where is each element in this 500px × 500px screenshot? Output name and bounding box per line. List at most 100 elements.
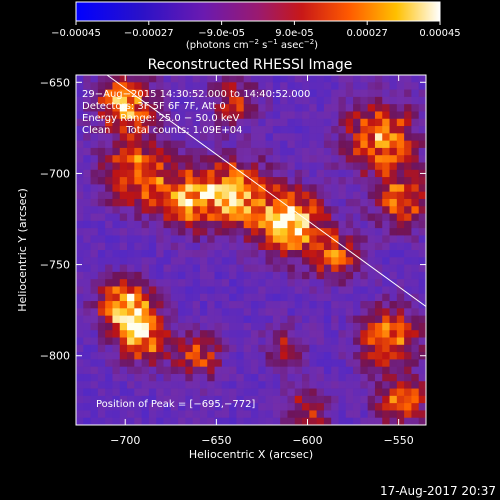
heatmap-cell [214,410,223,419]
heatmap-cell [302,322,310,331]
y-axis-label: Heliocentric Y (arcsec) [16,188,29,312]
heatmap-cell [251,228,259,236]
heatmap-cell [141,344,150,353]
heatmap-cell [338,410,347,419]
heatmap-cell [265,410,274,419]
heatmap-cell [360,198,369,207]
heatmap-cell [221,213,230,222]
heatmap-cell [389,126,398,134]
x-tick-label: −650 [201,434,231,447]
heatmap-cell [76,322,84,331]
heatmap-cell [389,220,398,229]
heatmap-cell [97,395,106,404]
heatmap-cell [221,82,230,90]
heatmap-cell [163,308,172,317]
heatmap-cell [207,198,215,207]
heatmap-cell [83,206,91,214]
heatmap-cell [141,177,150,185]
heatmap-cell [134,337,143,346]
heatmap-cell [192,359,201,368]
heatmap-cell [221,279,230,287]
heatmap-cell [236,213,245,222]
heatmap-cell [294,366,303,375]
heatmap-cell [418,381,426,389]
heatmap-cell [258,359,266,368]
heatmap-cell [367,417,376,425]
heatmap-cell [294,177,303,185]
heatmap-cell [112,111,121,120]
heatmap-cell [353,111,361,120]
heatmap-cell [316,96,325,105]
heatmap-cell [199,264,208,273]
heatmap-cell [418,373,426,382]
heatmap-cell [178,301,186,309]
heatmap-cell [316,403,325,411]
heatmap-cell [119,75,128,83]
heatmap-cell [192,271,201,280]
heatmap-cell [178,133,186,142]
heatmap-cell [148,410,157,419]
heatmap-cell [418,337,426,346]
heatmap-cell [221,235,230,244]
heatmap-cell [236,366,245,375]
heatmap-cell [323,308,332,317]
heatmap-cell [302,82,310,90]
heatmap-cell [221,315,230,324]
heatmap-cell [331,315,339,324]
heatmap-cell [148,308,157,317]
heatmap-cell [112,322,121,331]
heatmap-cell [382,104,390,112]
heatmap-cell [258,257,266,265]
heatmap-cell [185,155,194,163]
heatmap-cell [309,147,318,156]
heatmap-cell [163,286,172,295]
heatmap-cell [192,330,201,338]
heatmap-cell [251,104,259,112]
heatmap-cell [338,322,347,331]
heatmap-cell [221,250,230,258]
heatmap-cell [199,184,208,193]
heatmap-cell [374,82,383,90]
heatmap-cell [83,301,91,309]
heatmap-cell [141,228,150,236]
heatmap-cell [214,140,223,149]
heatmap-cell [127,286,135,295]
heatmap-cell [353,206,361,214]
heatmap-cell [236,169,245,178]
heatmap-cell [411,111,420,120]
heatmap-cell [265,286,274,295]
heatmap-cell [418,242,426,251]
heatmap-cell [83,89,91,98]
heatmap-cell [97,373,106,382]
heatmap-cell [272,235,281,244]
heatmap-cell [258,381,266,389]
heatmap-cell [207,96,215,105]
heatmap-cell [374,111,383,120]
heatmap-cell [367,118,376,127]
heatmap-cell [134,395,143,404]
heatmap-cell [396,126,405,134]
heatmap-cell [199,315,208,324]
heatmap-cell [76,213,84,222]
heatmap-cell [192,344,201,353]
heatmap-cell [214,417,223,425]
heatmap-cell [97,410,106,419]
heatmap-cell [294,242,303,251]
heatmap-cell [331,177,339,185]
heatmap-cell [418,206,426,214]
heatmap-cell [236,89,245,98]
heatmap-cell [382,366,390,375]
heatmap-cell [302,104,310,112]
heatmap-cell [148,75,157,83]
heatmap-cell [323,169,332,178]
heatmap-cell [214,322,223,331]
heatmap-cell [389,330,398,338]
heatmap-cell [280,75,288,83]
heatmap-cell [323,359,332,368]
heatmap-cell [192,177,201,185]
heatmap-cell [119,220,128,229]
heatmap-cell [119,388,128,397]
heatmap-cell [221,330,230,338]
heatmap-cell [302,126,310,134]
heatmap-cell [287,191,296,200]
